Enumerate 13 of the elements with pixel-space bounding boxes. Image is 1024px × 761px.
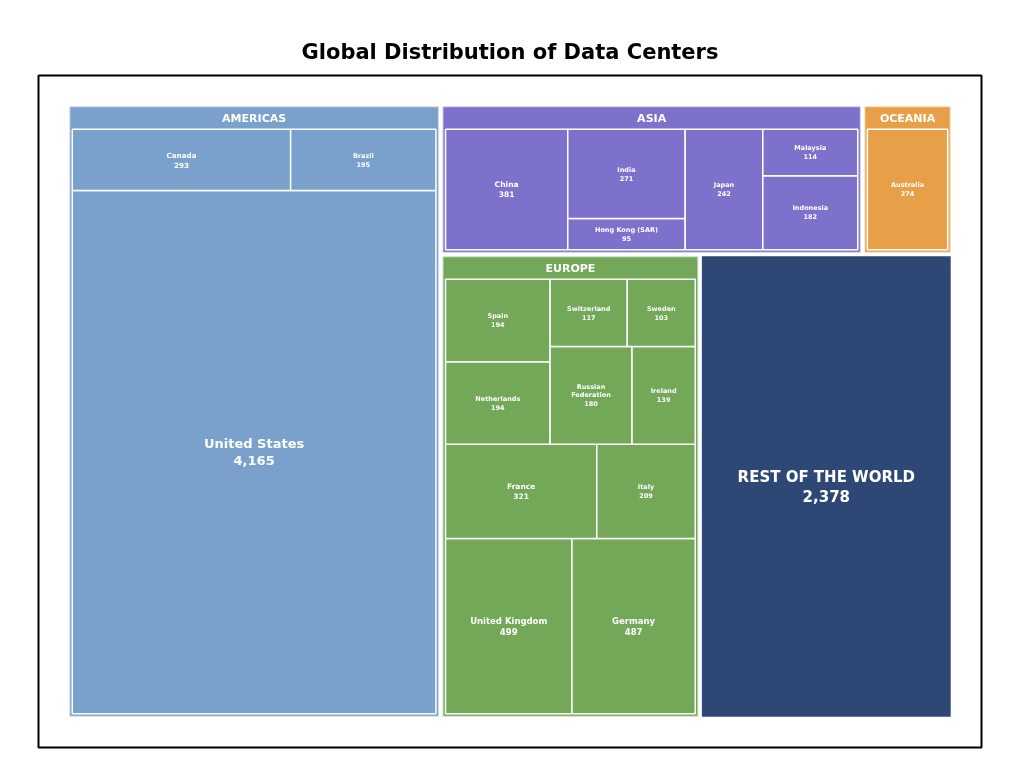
category-label: United States [203, 436, 305, 452]
series-label: OCEANIA [879, 112, 936, 126]
series-label: ASIA [637, 112, 667, 126]
data-label: 499 [499, 627, 518, 638]
data-label: 4,165 [233, 453, 275, 469]
data-label: 2,378 [802, 488, 851, 507]
category-label: Germany [612, 615, 656, 626]
category-label: United Kingdom [470, 615, 548, 626]
category-label: REST OF THE WORLD [737, 467, 915, 486]
text: Global Distribution of Data Centers [301, 39, 719, 64]
series-label: EUROPE [545, 262, 596, 276]
series-label: AMERICAS [222, 112, 287, 126]
data-label: 487 [624, 627, 643, 638]
